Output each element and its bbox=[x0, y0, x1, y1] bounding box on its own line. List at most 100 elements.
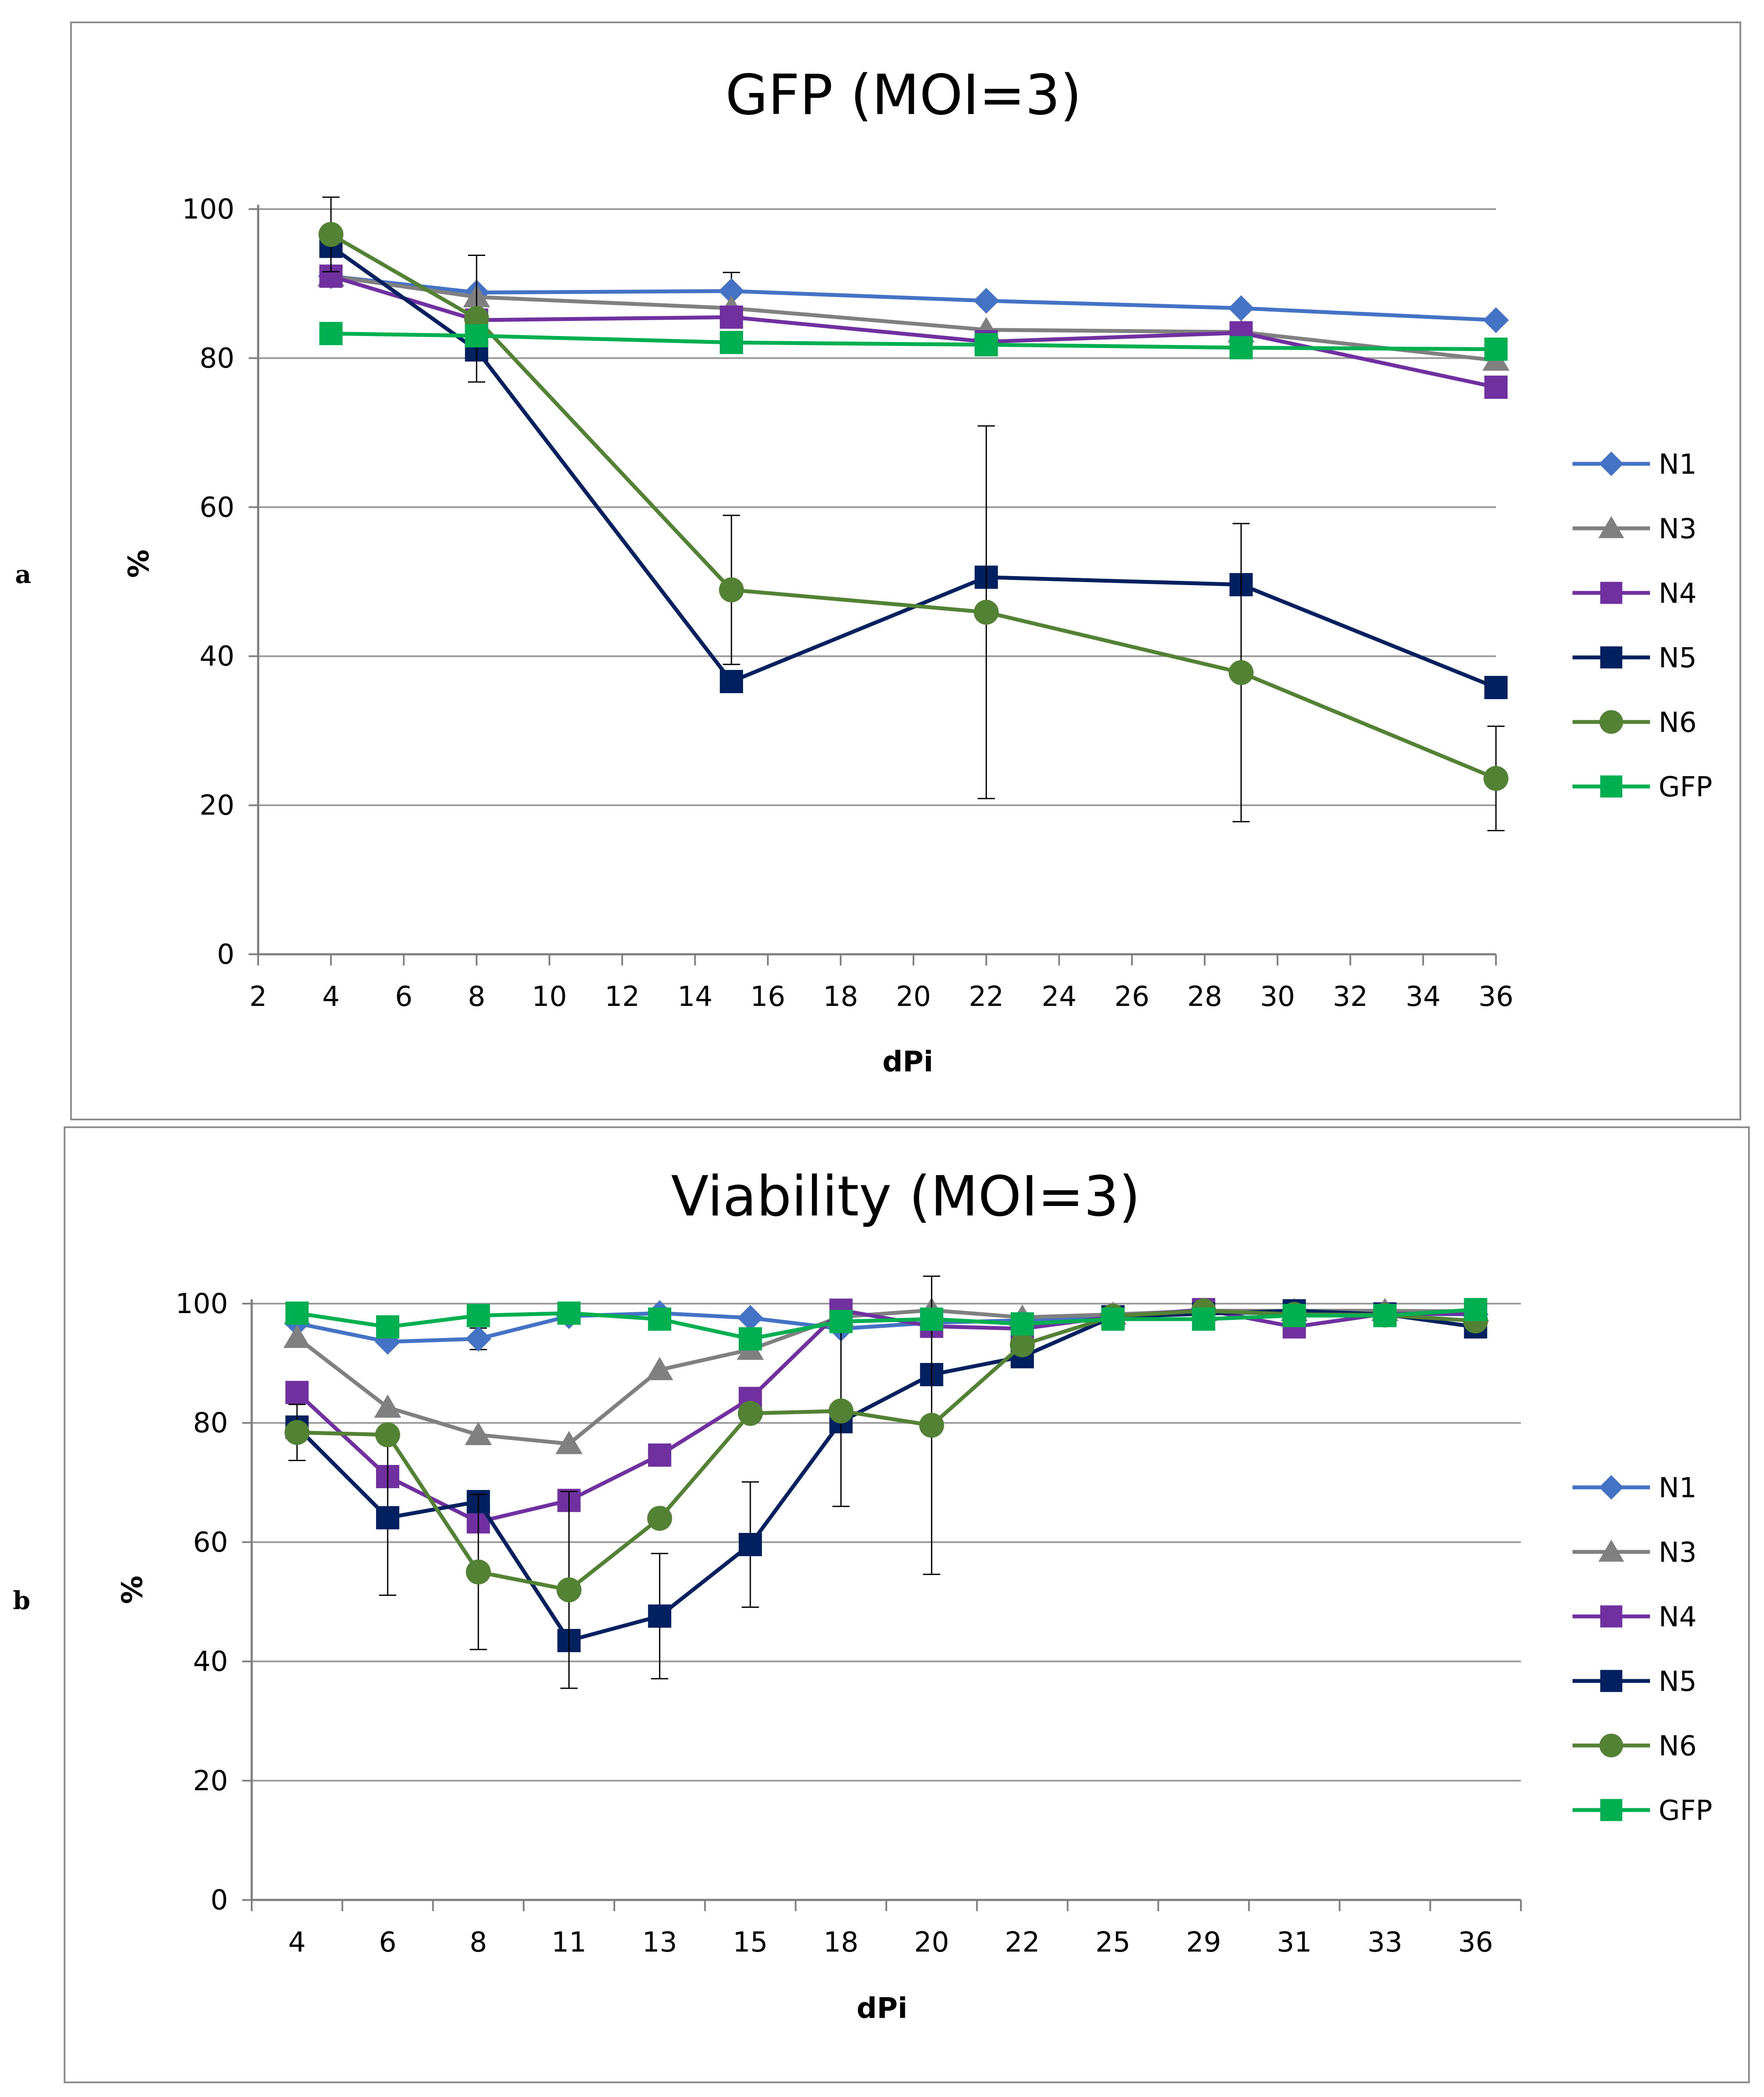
chart-b-x-tick-label-8: 8 bbox=[469, 1927, 487, 1958]
chart-a-x-tick-label-14: 14 bbox=[678, 981, 712, 1013]
chart-b-x-tick-label-15: 15 bbox=[733, 1927, 768, 1958]
chart-a-series-n5 bbox=[319, 234, 1508, 699]
chart-a-point-n6-3 bbox=[974, 600, 999, 625]
chart-a-legend-label-n1: N1 bbox=[1659, 449, 1697, 481]
chart-a-legend-item-n5: N5 bbox=[1573, 642, 1697, 674]
chart-b-x-ticks: 4 6 8 11 13 15 18 20 22 25 29 31 33 36 bbox=[251, 1900, 1522, 1958]
chart-b-legend-label-n3: N3 bbox=[1659, 1537, 1697, 1569]
chart-a-x-tick-label-36: 36 bbox=[1478, 981, 1513, 1013]
chart-b-legend-item-n1: N1 bbox=[1573, 1472, 1697, 1504]
chart-a-y-tick-label-20: 20 bbox=[200, 790, 234, 822]
chart-b-point-n1-5 bbox=[737, 1305, 763, 1331]
chart-a-x-tick-label-10: 10 bbox=[532, 981, 567, 1013]
chart-a-legend: N1 N3 N4 N5 N6 GFP bbox=[1573, 449, 1712, 803]
chart-b-legend-marker-gfp bbox=[1600, 1799, 1622, 1821]
chart-a-x-tick-label-16: 16 bbox=[750, 981, 785, 1013]
chart-b-x-tick-label-22: 22 bbox=[1005, 1927, 1039, 1958]
chart-b-legend-item-n5: N5 bbox=[1573, 1666, 1697, 1698]
chart-b-x-tick-label-11: 11 bbox=[552, 1927, 586, 1958]
chart-a-line-gfp bbox=[331, 331, 1496, 352]
chart-panel-b: b Viability (MOI=3) % dPi 0 20 40 60 80 100 4… bbox=[13, 1126, 1750, 2083]
chart-b-point-gfp-6 bbox=[829, 1310, 853, 1333]
chart-a-x-tick-label-6: 6 bbox=[395, 981, 413, 1013]
chart-a-point-gfp-5 bbox=[1484, 337, 1508, 361]
chart-a-x-tick-label-28: 28 bbox=[1187, 981, 1222, 1013]
chart-b-y-tick-label-80: 80 bbox=[193, 1407, 228, 1439]
chart-b-line-n5 bbox=[296, 1309, 1476, 1643]
chart-a-x-tick-label-12: 12 bbox=[604, 981, 639, 1013]
chart-a-x-tick-label-20: 20 bbox=[896, 981, 931, 1013]
chart-a-legend-item-gfp: GFP bbox=[1573, 771, 1712, 803]
chart-a-legend-marker-n6 bbox=[1599, 710, 1623, 734]
chart-a-point-n1-4 bbox=[1228, 295, 1254, 321]
chart-b-point-gfp-1 bbox=[376, 1315, 400, 1339]
chart-a-legend-label-n3: N3 bbox=[1659, 513, 1697, 545]
chart-b-line-n4 bbox=[296, 1308, 1476, 1524]
chart-b-panel-letter: b bbox=[13, 1586, 31, 1615]
chart-a-series bbox=[317, 196, 1510, 831]
chart-b-point-gfp-10 bbox=[1192, 1308, 1215, 1331]
chart-b-point-n5-5 bbox=[738, 1533, 762, 1556]
chart-b-legend-marker-n5 bbox=[1600, 1670, 1622, 1692]
chart-a-point-n6-5 bbox=[1483, 766, 1508, 791]
chart-b-series-n4 bbox=[285, 1298, 1487, 1534]
chart-b-x-tick-label-36: 36 bbox=[1458, 1927, 1493, 1958]
chart-b-point-gfp-2 bbox=[466, 1304, 490, 1327]
chart-b-y-axis-label: % bbox=[116, 1576, 149, 1604]
chart-a-y-tick-label-60: 60 bbox=[200, 492, 234, 524]
chart-a-x-tick-label-24: 24 bbox=[1042, 981, 1076, 1013]
chart-b-series-gfp bbox=[285, 1298, 1487, 1351]
chart-b-point-gfp-8 bbox=[1011, 1312, 1034, 1336]
chart-b-point-n4-0 bbox=[285, 1381, 309, 1404]
chart-b-point-n6-4 bbox=[647, 1505, 672, 1531]
chart-a-legend-marker-gfp bbox=[1600, 775, 1622, 798]
chart-a-point-n4-2 bbox=[720, 305, 743, 329]
chart-a-legend-label-n5: N5 bbox=[1659, 642, 1697, 674]
chart-a-x-tick-label-2: 2 bbox=[250, 981, 267, 1013]
chart-a-x-tick-label-22: 22 bbox=[969, 981, 1004, 1013]
chart-a-panel-letter: a bbox=[15, 560, 31, 589]
chart-b-frame bbox=[64, 1126, 1750, 2083]
chart-b-point-gfp-13 bbox=[1464, 1298, 1487, 1321]
chart-b-point-gfp-0 bbox=[285, 1301, 309, 1325]
chart-b-legend-marker-n6 bbox=[1599, 1733, 1623, 1758]
chart-b-point-gfp-7 bbox=[920, 1308, 944, 1331]
chart-a-legend-marker-n5 bbox=[1600, 646, 1622, 669]
chart-a-x-tick-label-32: 32 bbox=[1333, 981, 1368, 1013]
chart-a-x-ticks: 2 4 6 8 10 12 14 16 18 20 22 24 26 28 30 32 34 36 bbox=[250, 954, 1514, 1013]
chart-b-legend-marker-n3 bbox=[1598, 1539, 1624, 1562]
chart-a-point-n6-0 bbox=[318, 222, 344, 247]
chart-a-x-tick-label-34: 34 bbox=[1406, 981, 1440, 1013]
chart-a-x-axis-label: dPi bbox=[882, 1045, 933, 1078]
chart-b-legend-label-gfp: GFP bbox=[1659, 1795, 1712, 1827]
chart-a-gridlines bbox=[258, 208, 1496, 806]
chart-b-gridlines bbox=[252, 1303, 1521, 1782]
chart-a-legend-marker-n1 bbox=[1599, 451, 1624, 476]
chart-a-line-n4 bbox=[330, 274, 1496, 389]
chart-a-point-n6-2 bbox=[719, 577, 744, 603]
chart-b-legend-marker-n1 bbox=[1599, 1475, 1624, 1500]
chart-a-y-axis-label: % bbox=[122, 549, 155, 578]
chart-b-point-n6-8 bbox=[1010, 1332, 1035, 1357]
chart-b-x-tick-label-18: 18 bbox=[823, 1927, 858, 1958]
chart-a-legend-marker-n4 bbox=[1600, 582, 1622, 604]
chart-a-y-tick-label-40: 40 bbox=[200, 641, 234, 672]
chart-a-legend-label-gfp: GFP bbox=[1659, 771, 1712, 803]
chart-b-point-n6-3 bbox=[556, 1577, 582, 1603]
chart-a-legend-marker-n3 bbox=[1598, 516, 1624, 538]
chart-a-point-n4-5 bbox=[1484, 375, 1508, 399]
chart-a-x-tick-label-18: 18 bbox=[823, 981, 858, 1013]
chart-b-point-n6-5 bbox=[737, 1401, 763, 1426]
chart-b-x-tick-label-33: 33 bbox=[1367, 1927, 1402, 1958]
chart-b-point-n5-4 bbox=[648, 1604, 672, 1628]
chart-b-point-gfp-5 bbox=[738, 1327, 762, 1351]
chart-a-point-n5-2 bbox=[720, 670, 743, 694]
chart-b-x-tick-label-13: 13 bbox=[642, 1927, 677, 1958]
chart-a-legend-label-n4: N4 bbox=[1659, 578, 1697, 610]
chart-a-axes bbox=[257, 205, 1496, 956]
chart-b-point-n6-7 bbox=[919, 1412, 944, 1438]
chart-b-axes bbox=[250, 1299, 1521, 1901]
chart-a-point-gfp-3 bbox=[975, 333, 998, 357]
chart-b-point-n5-1 bbox=[376, 1506, 400, 1530]
